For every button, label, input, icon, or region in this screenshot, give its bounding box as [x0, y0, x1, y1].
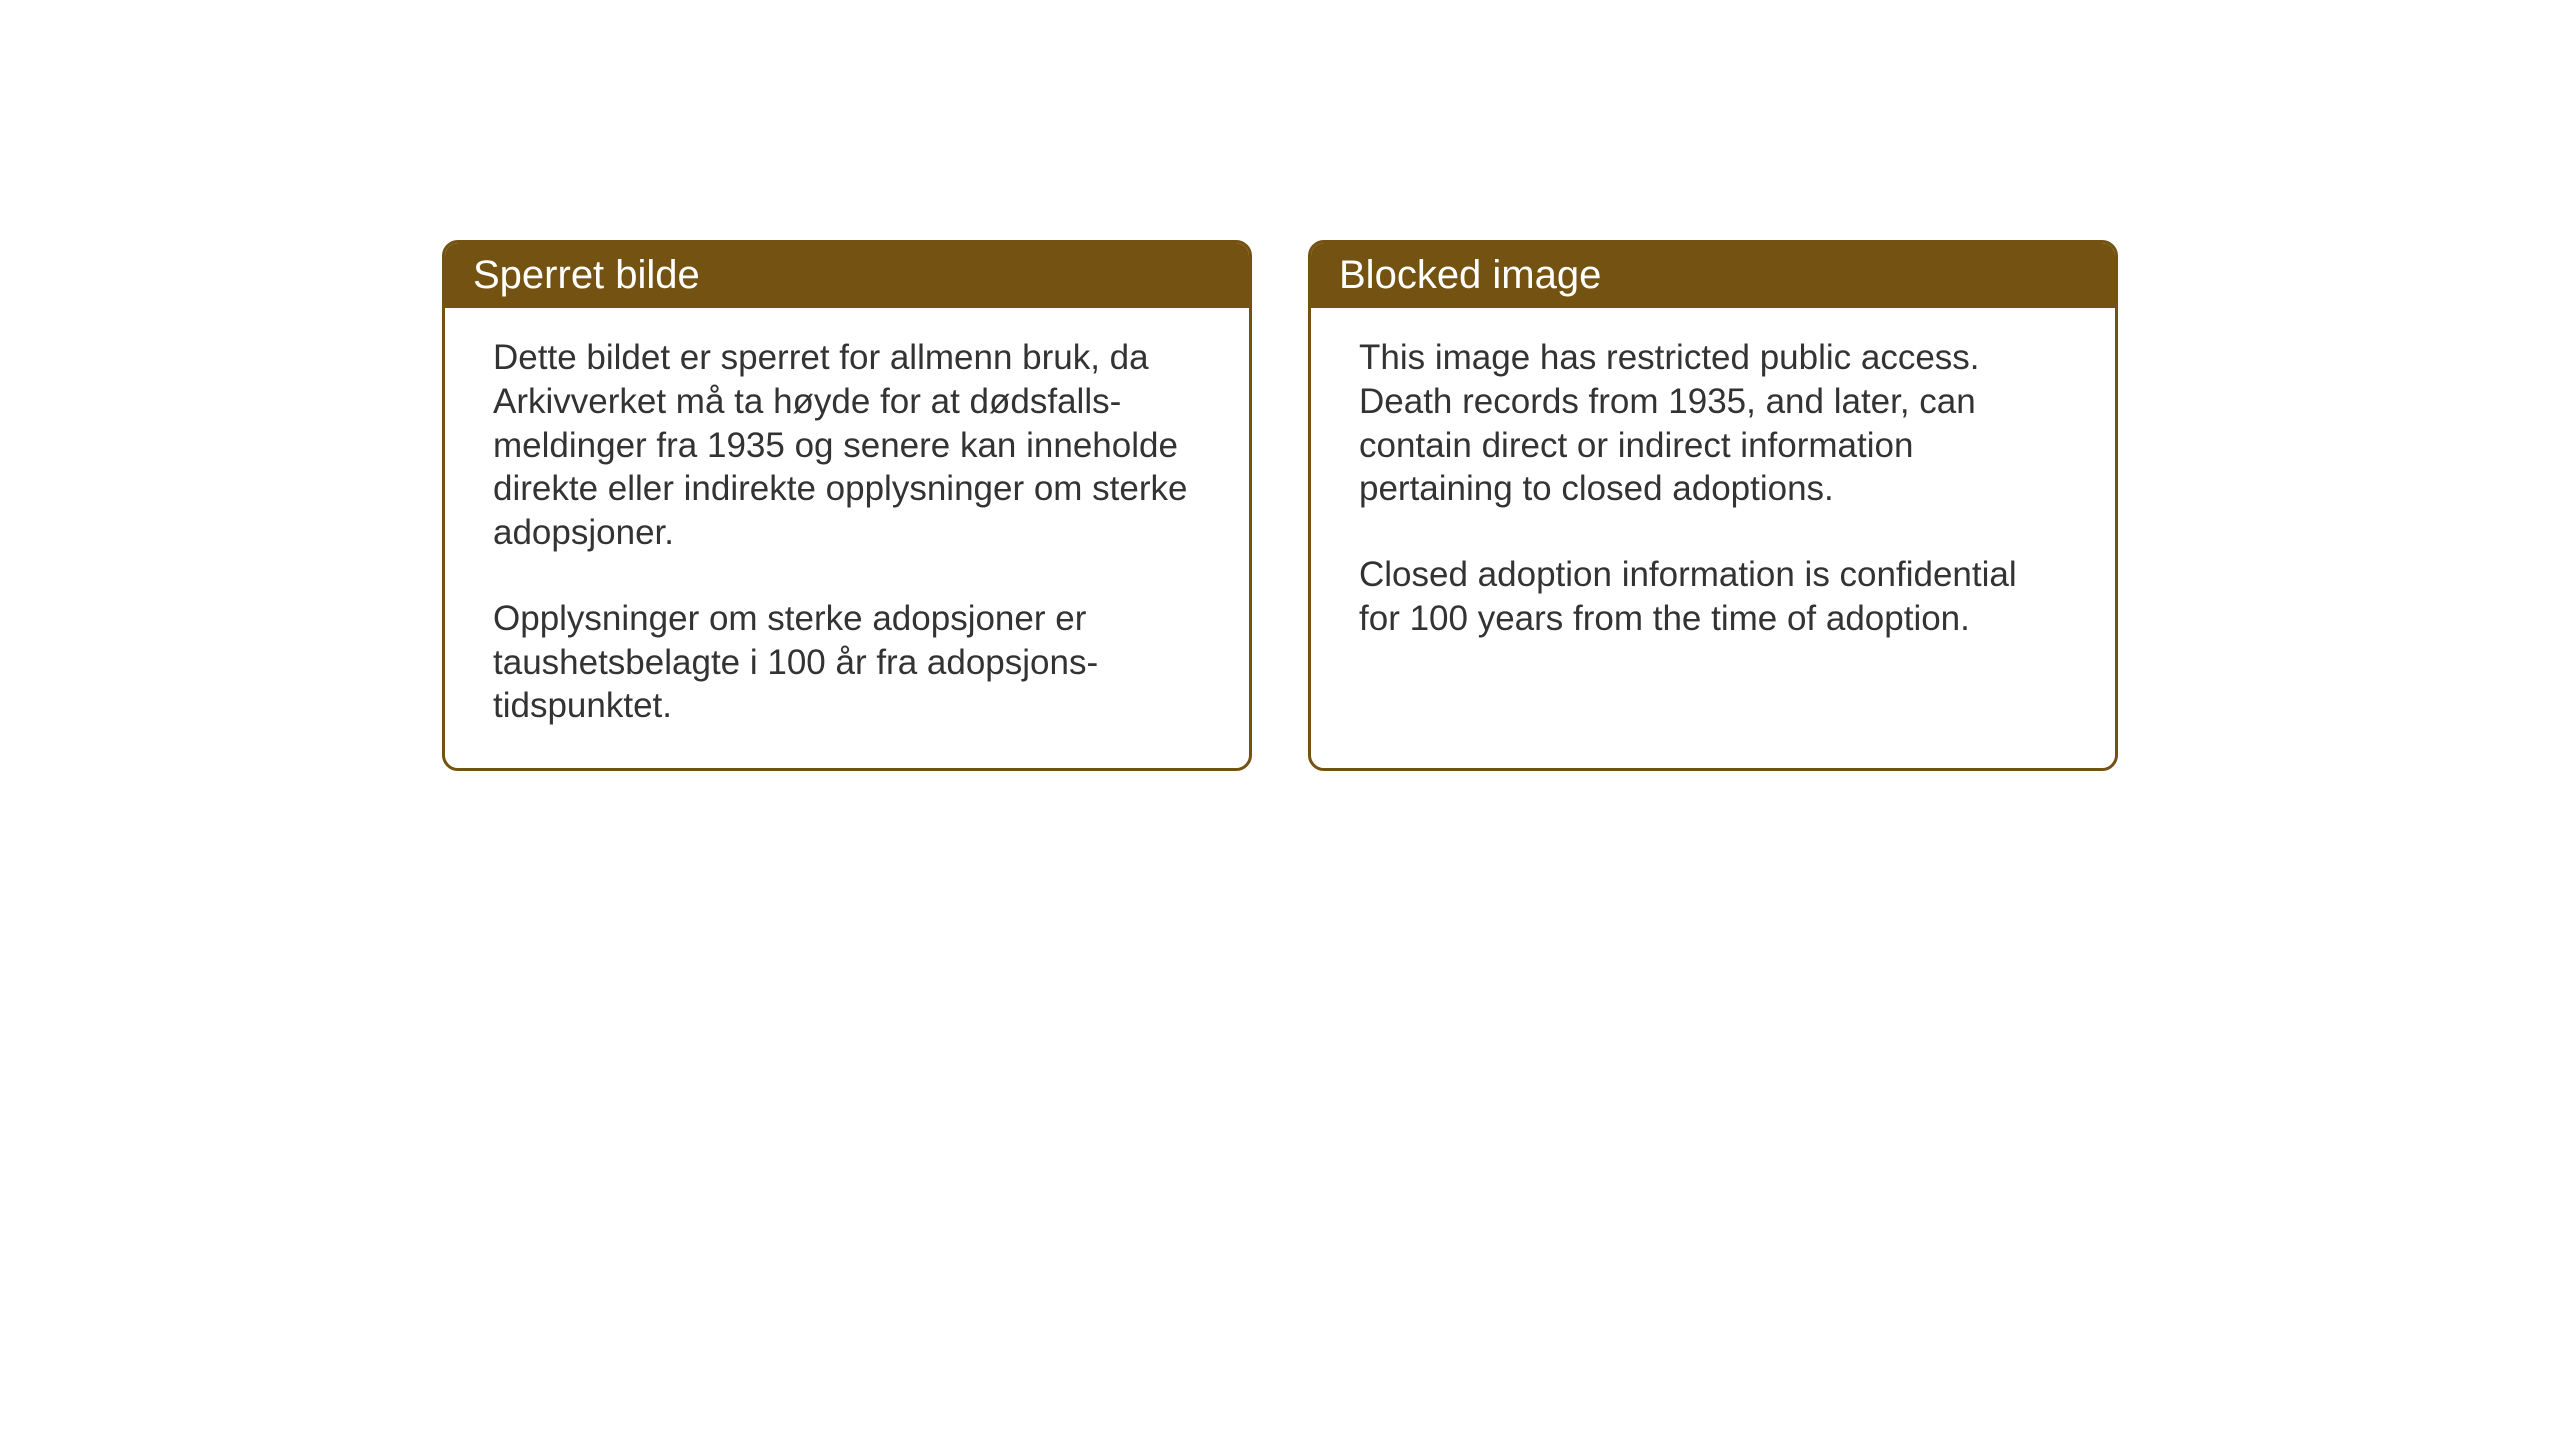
card-english-paragraph-2: Closed adoption information is confident… — [1359, 553, 2067, 641]
card-norwegian-title: Sperret bilde — [473, 253, 700, 297]
card-english-header: Blocked image — [1311, 243, 2115, 308]
card-english-title: Blocked image — [1339, 253, 1601, 297]
card-norwegian-body: Dette bildet er sperret for allmenn bruk… — [445, 308, 1249, 768]
card-norwegian-header: Sperret bilde — [445, 243, 1249, 308]
card-norwegian-paragraph-1: Dette bildet er sperret for allmenn bruk… — [493, 336, 1201, 555]
card-norwegian-paragraph-2: Opplysninger om sterke adopsjoner er tau… — [493, 597, 1201, 728]
card-norwegian: Sperret bilde Dette bildet er sperret fo… — [442, 240, 1252, 771]
card-english: Blocked image This image has restricted … — [1308, 240, 2118, 771]
card-english-body: This image has restricted public access.… — [1311, 308, 2115, 718]
card-english-paragraph-1: This image has restricted public access.… — [1359, 336, 2067, 511]
cards-container: Sperret bilde Dette bildet er sperret fo… — [442, 240, 2118, 771]
